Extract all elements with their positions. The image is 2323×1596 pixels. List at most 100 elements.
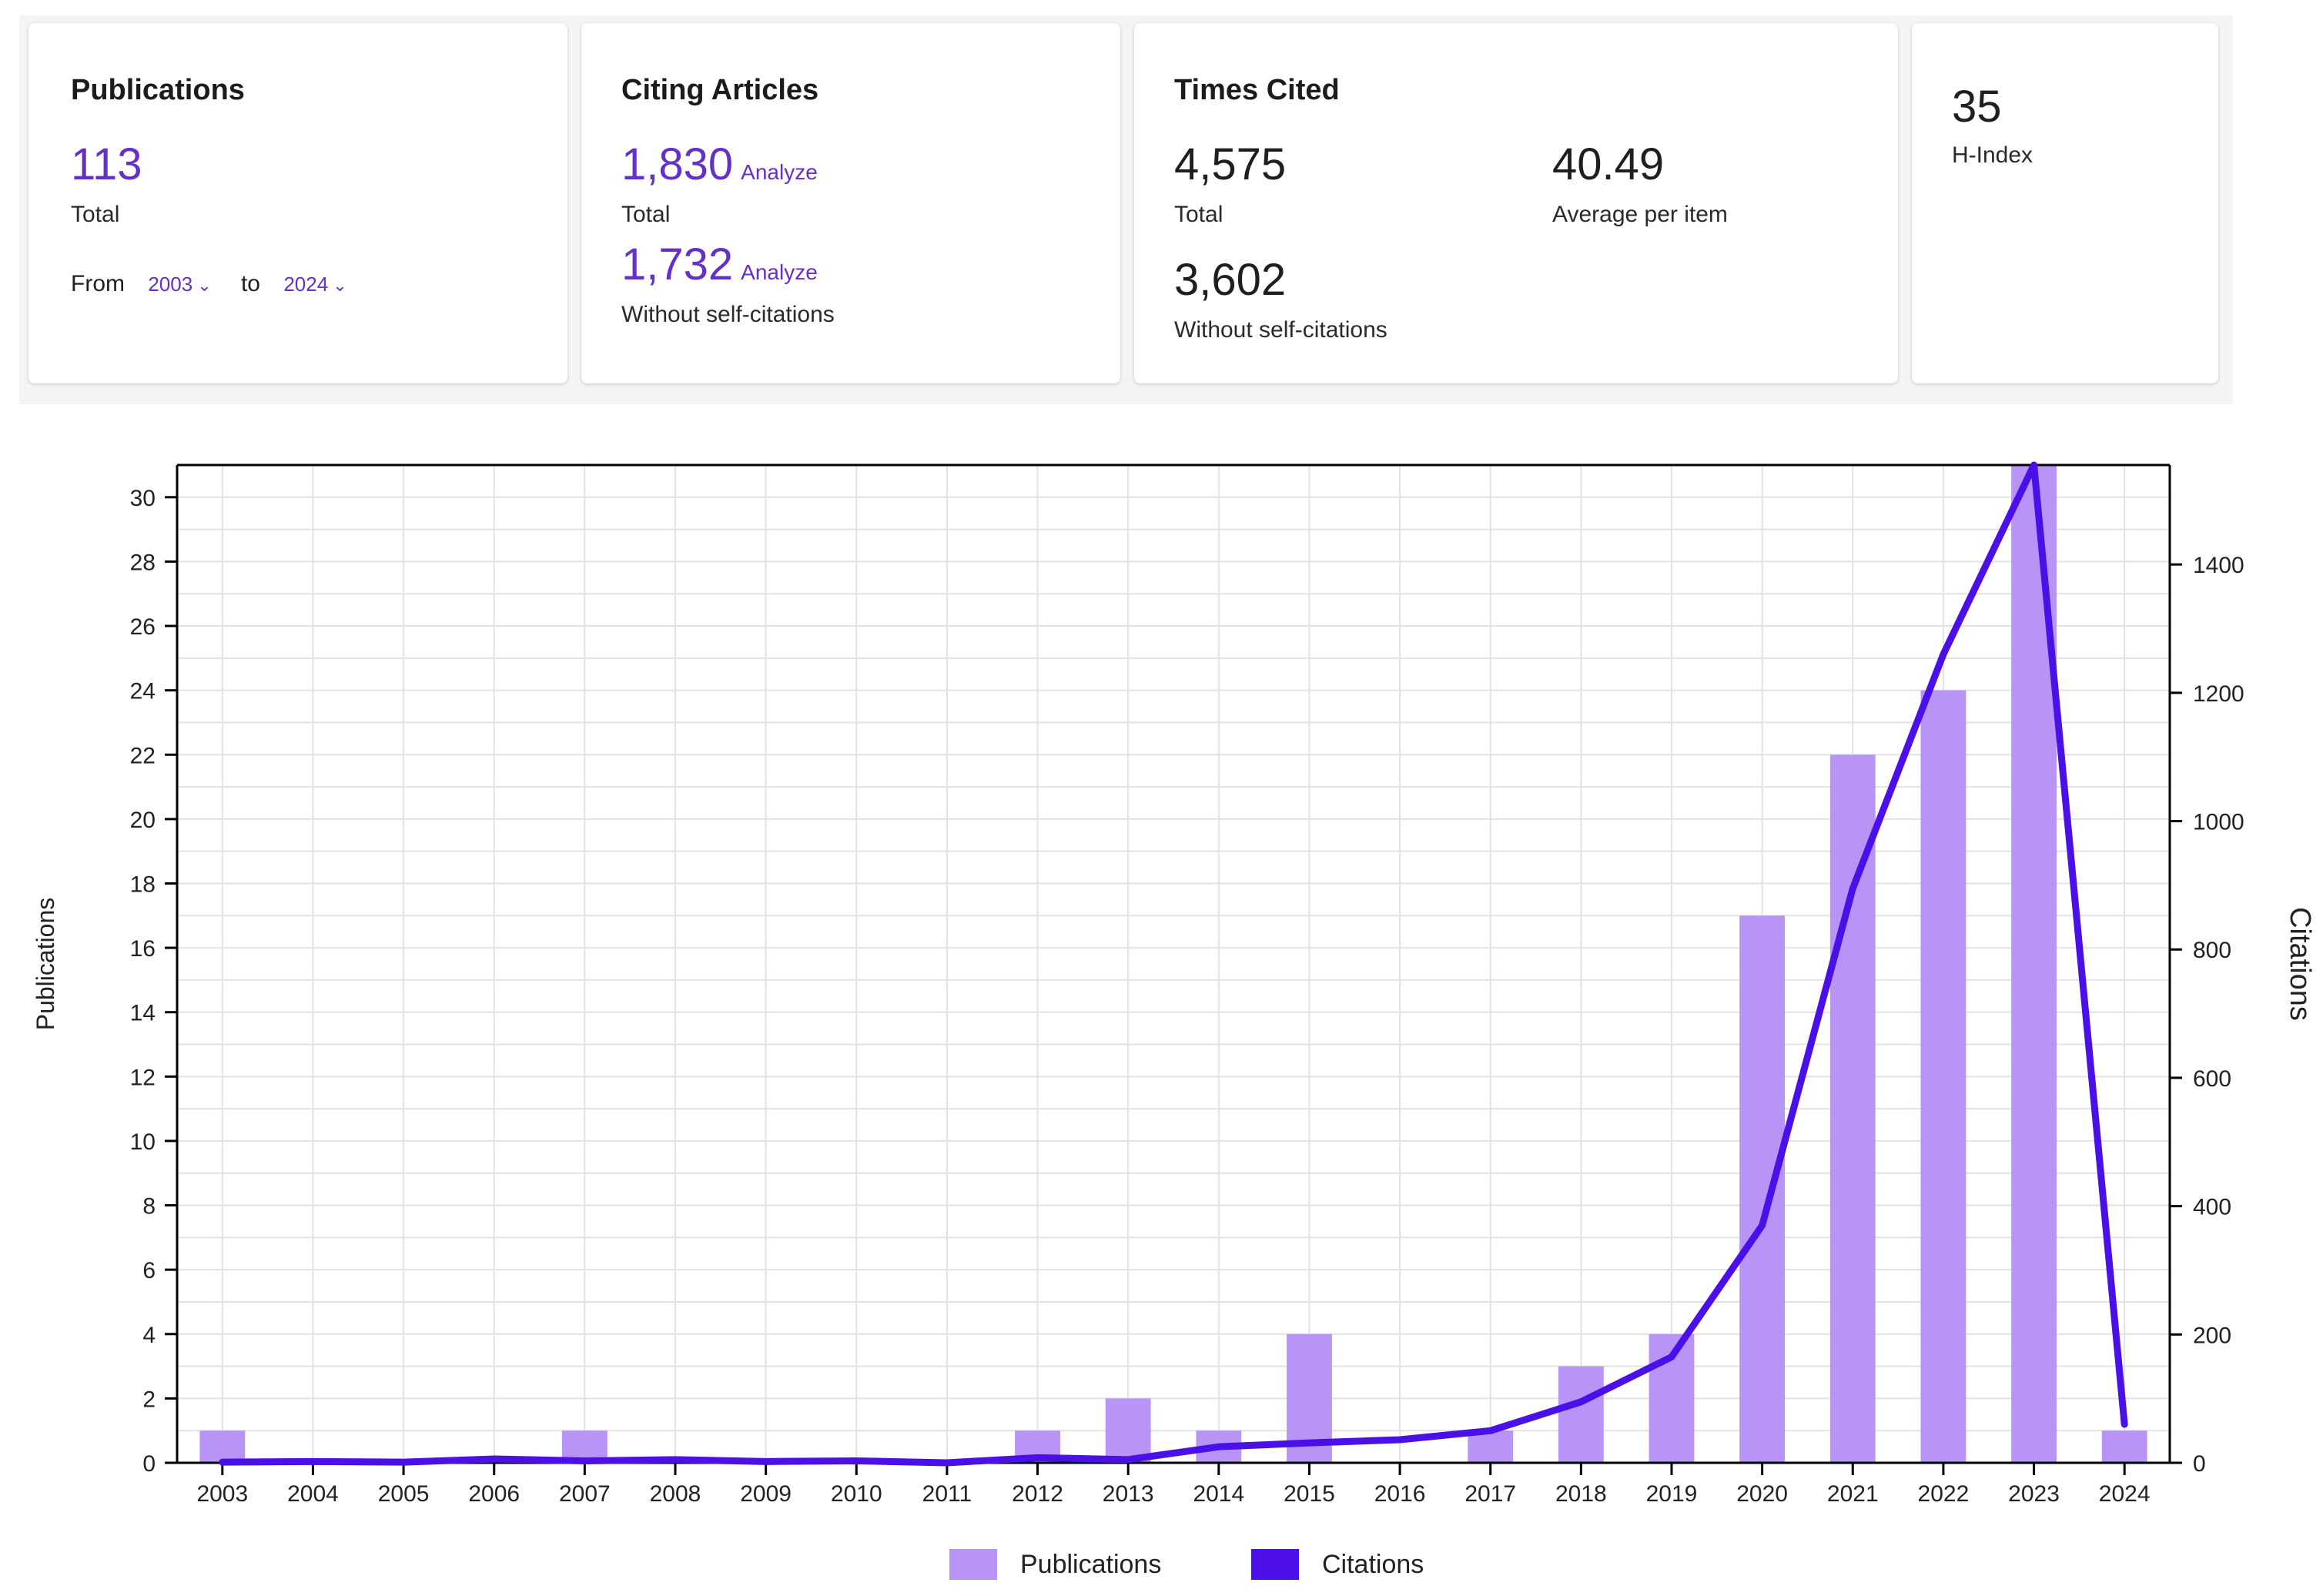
citations-point — [312, 1460, 314, 1463]
from-year-select[interactable]: 2003 ⌄ — [148, 273, 211, 296]
to-label: to — [240, 271, 260, 296]
y-tick-label-right: 800 — [2193, 938, 2231, 963]
citations-point — [1399, 1438, 1401, 1440]
publications-bar — [1558, 1366, 1604, 1463]
y-tick-label-left: 10 — [130, 1129, 156, 1155]
x-tick-label: 2008 — [650, 1481, 701, 1507]
times-cited-average-label: Average per item — [1552, 202, 1728, 227]
citations-point — [674, 1458, 676, 1460]
chart-area: 0 2 4 6 8 10 12 14 16 18 20 22 24 26 28 30 0 200 400 600 800… — [0, 416, 2323, 1592]
metrics-strip: Publications 113 Total From 2003 ⌄ to 202… — [19, 15, 2233, 404]
y-axis-title-right: Citations — [2284, 907, 2316, 1021]
publications-bar — [1105, 1398, 1151, 1463]
times-cited-total[interactable]: 4,575 — [1174, 139, 1287, 189]
publications-title: Publications — [71, 74, 245, 106]
citations-point — [2033, 464, 2035, 466]
x-tick-label: 2018 — [1555, 1481, 1607, 1507]
chevron-down-icon: ⌄ — [333, 276, 347, 295]
y-tick-label-left: 8 — [142, 1194, 156, 1220]
publications-bar — [2101, 1430, 2147, 1463]
citations-point — [765, 1460, 767, 1463]
citing-articles-title: Citing Articles — [621, 74, 819, 106]
y-tick-label-left: 2 — [142, 1387, 156, 1412]
x-tick-label: 2016 — [1374, 1481, 1426, 1507]
citing-articles-total-row: 1,830 Analyze — [621, 142, 818, 187]
y-tick-label-left: 6 — [142, 1258, 156, 1283]
x-tick-label: 2003 — [196, 1481, 248, 1507]
citations-point — [1217, 1446, 1220, 1448]
y-tick-label-left: 30 — [130, 486, 156, 511]
y-tick-label-left: 22 — [130, 743, 156, 768]
publications-bar — [1468, 1430, 1514, 1463]
times-cited-average: 40.49 — [1552, 139, 1665, 189]
legend-swatch-citations — [1251, 1549, 1299, 1580]
times-cited-self-free[interactable]: 3,602 — [1174, 255, 1287, 305]
x-tick-label: 2013 — [1103, 1481, 1154, 1507]
citations-point — [1308, 1442, 1310, 1444]
x-tick-label: 2005 — [378, 1481, 430, 1507]
legend-label-citations: Citations — [1322, 1549, 1424, 1579]
legend-citations[interactable]: Citations — [1251, 1549, 1424, 1580]
x-tick-label: 2015 — [1284, 1481, 1335, 1507]
y-tick-label-left: 20 — [130, 808, 156, 833]
citations-point — [1580, 1400, 1582, 1403]
publications-total[interactable]: 113 — [71, 139, 142, 189]
x-tick-label: 2024 — [2099, 1481, 2151, 1507]
x-tick-label: 2010 — [831, 1481, 882, 1507]
times-cited-self-free-label: Without self-citations — [1174, 317, 1387, 343]
h-index-card: 35 H-Index — [1912, 23, 2218, 383]
x-tick-label: 2004 — [287, 1481, 339, 1507]
analyze-link[interactable]: Analyze — [741, 260, 818, 284]
y-tick-label-left: 4 — [142, 1323, 156, 1348]
citing-articles-total-label: Total — [621, 202, 671, 227]
citing-articles-self-free-label: Without self-citations — [621, 302, 835, 327]
y-tick-label-right: 1400 — [2193, 553, 2244, 578]
y-tick-label-left: 16 — [130, 936, 156, 962]
y-tick-label-right: 600 — [2193, 1066, 2231, 1092]
x-tick-label: 2007 — [559, 1481, 611, 1507]
publications-citations-chart: 0246810121416182022242628300200400600800… — [32, 461, 2316, 1507]
x-tick-label: 2023 — [2008, 1481, 2060, 1507]
y-tick-label-left: 18 — [130, 872, 156, 897]
y-tick-label-left: 26 — [130, 614, 156, 640]
x-tick-label: 2011 — [922, 1481, 972, 1507]
x-tick-label: 2012 — [1012, 1481, 1063, 1507]
citations-point — [1671, 1356, 1672, 1358]
y-tick-label-left: 12 — [130, 1065, 156, 1090]
y-tick-label-right: 1200 — [2193, 681, 2244, 707]
citations-point — [946, 1462, 948, 1464]
year-range: From 2003 ⌄ to 2024 ⌄ — [71, 271, 370, 297]
x-tick-label: 2022 — [1918, 1481, 1970, 1507]
citing-articles-total[interactable]: 1,830 — [621, 139, 734, 189]
y-tick-label-right: 200 — [2193, 1323, 2231, 1348]
h-index-value: 35 — [1952, 82, 2002, 132]
y-tick-label-left: 28 — [130, 550, 156, 575]
legend-publications[interactable]: Publications — [949, 1549, 1161, 1580]
y-tick-label-left: 14 — [130, 1001, 156, 1026]
x-tick-label: 2009 — [740, 1481, 792, 1507]
y-tick-label-right: 0 — [2193, 1451, 2206, 1477]
x-tick-label: 2020 — [1736, 1481, 1788, 1507]
citing-articles-self-free[interactable]: 1,732 — [621, 239, 734, 289]
citations-point — [1852, 888, 1854, 890]
analyze-link[interactable]: Analyze — [741, 160, 818, 184]
times-cited-total-label: Total — [1174, 202, 1223, 227]
publications-bar — [199, 1430, 246, 1463]
y-tick-label-right: 400 — [2193, 1195, 2231, 1220]
h-index-label: H-Index — [1952, 142, 2033, 168]
to-year-select[interactable]: 2024 ⌄ — [283, 273, 346, 296]
from-label: From — [71, 271, 125, 296]
citations-point — [1942, 653, 1944, 655]
citations-point — [1036, 1457, 1039, 1459]
publications-bar — [1920, 690, 1967, 1463]
citations-point — [1489, 1430, 1491, 1432]
citations-point — [1761, 1224, 1763, 1226]
citing-articles-self-free-row: 1,732 Analyze — [621, 243, 818, 287]
y-tick-label-left: 0 — [142, 1451, 156, 1477]
to-year-value: 2024 — [283, 273, 329, 296]
from-year-value: 2003 — [148, 273, 193, 296]
citations-point — [855, 1460, 858, 1462]
publications-card: Publications 113 Total From 2003 ⌄ to 202… — [28, 23, 567, 383]
y-tick-label-right: 1000 — [2193, 810, 2244, 835]
x-tick-label: 2014 — [1193, 1481, 1244, 1507]
